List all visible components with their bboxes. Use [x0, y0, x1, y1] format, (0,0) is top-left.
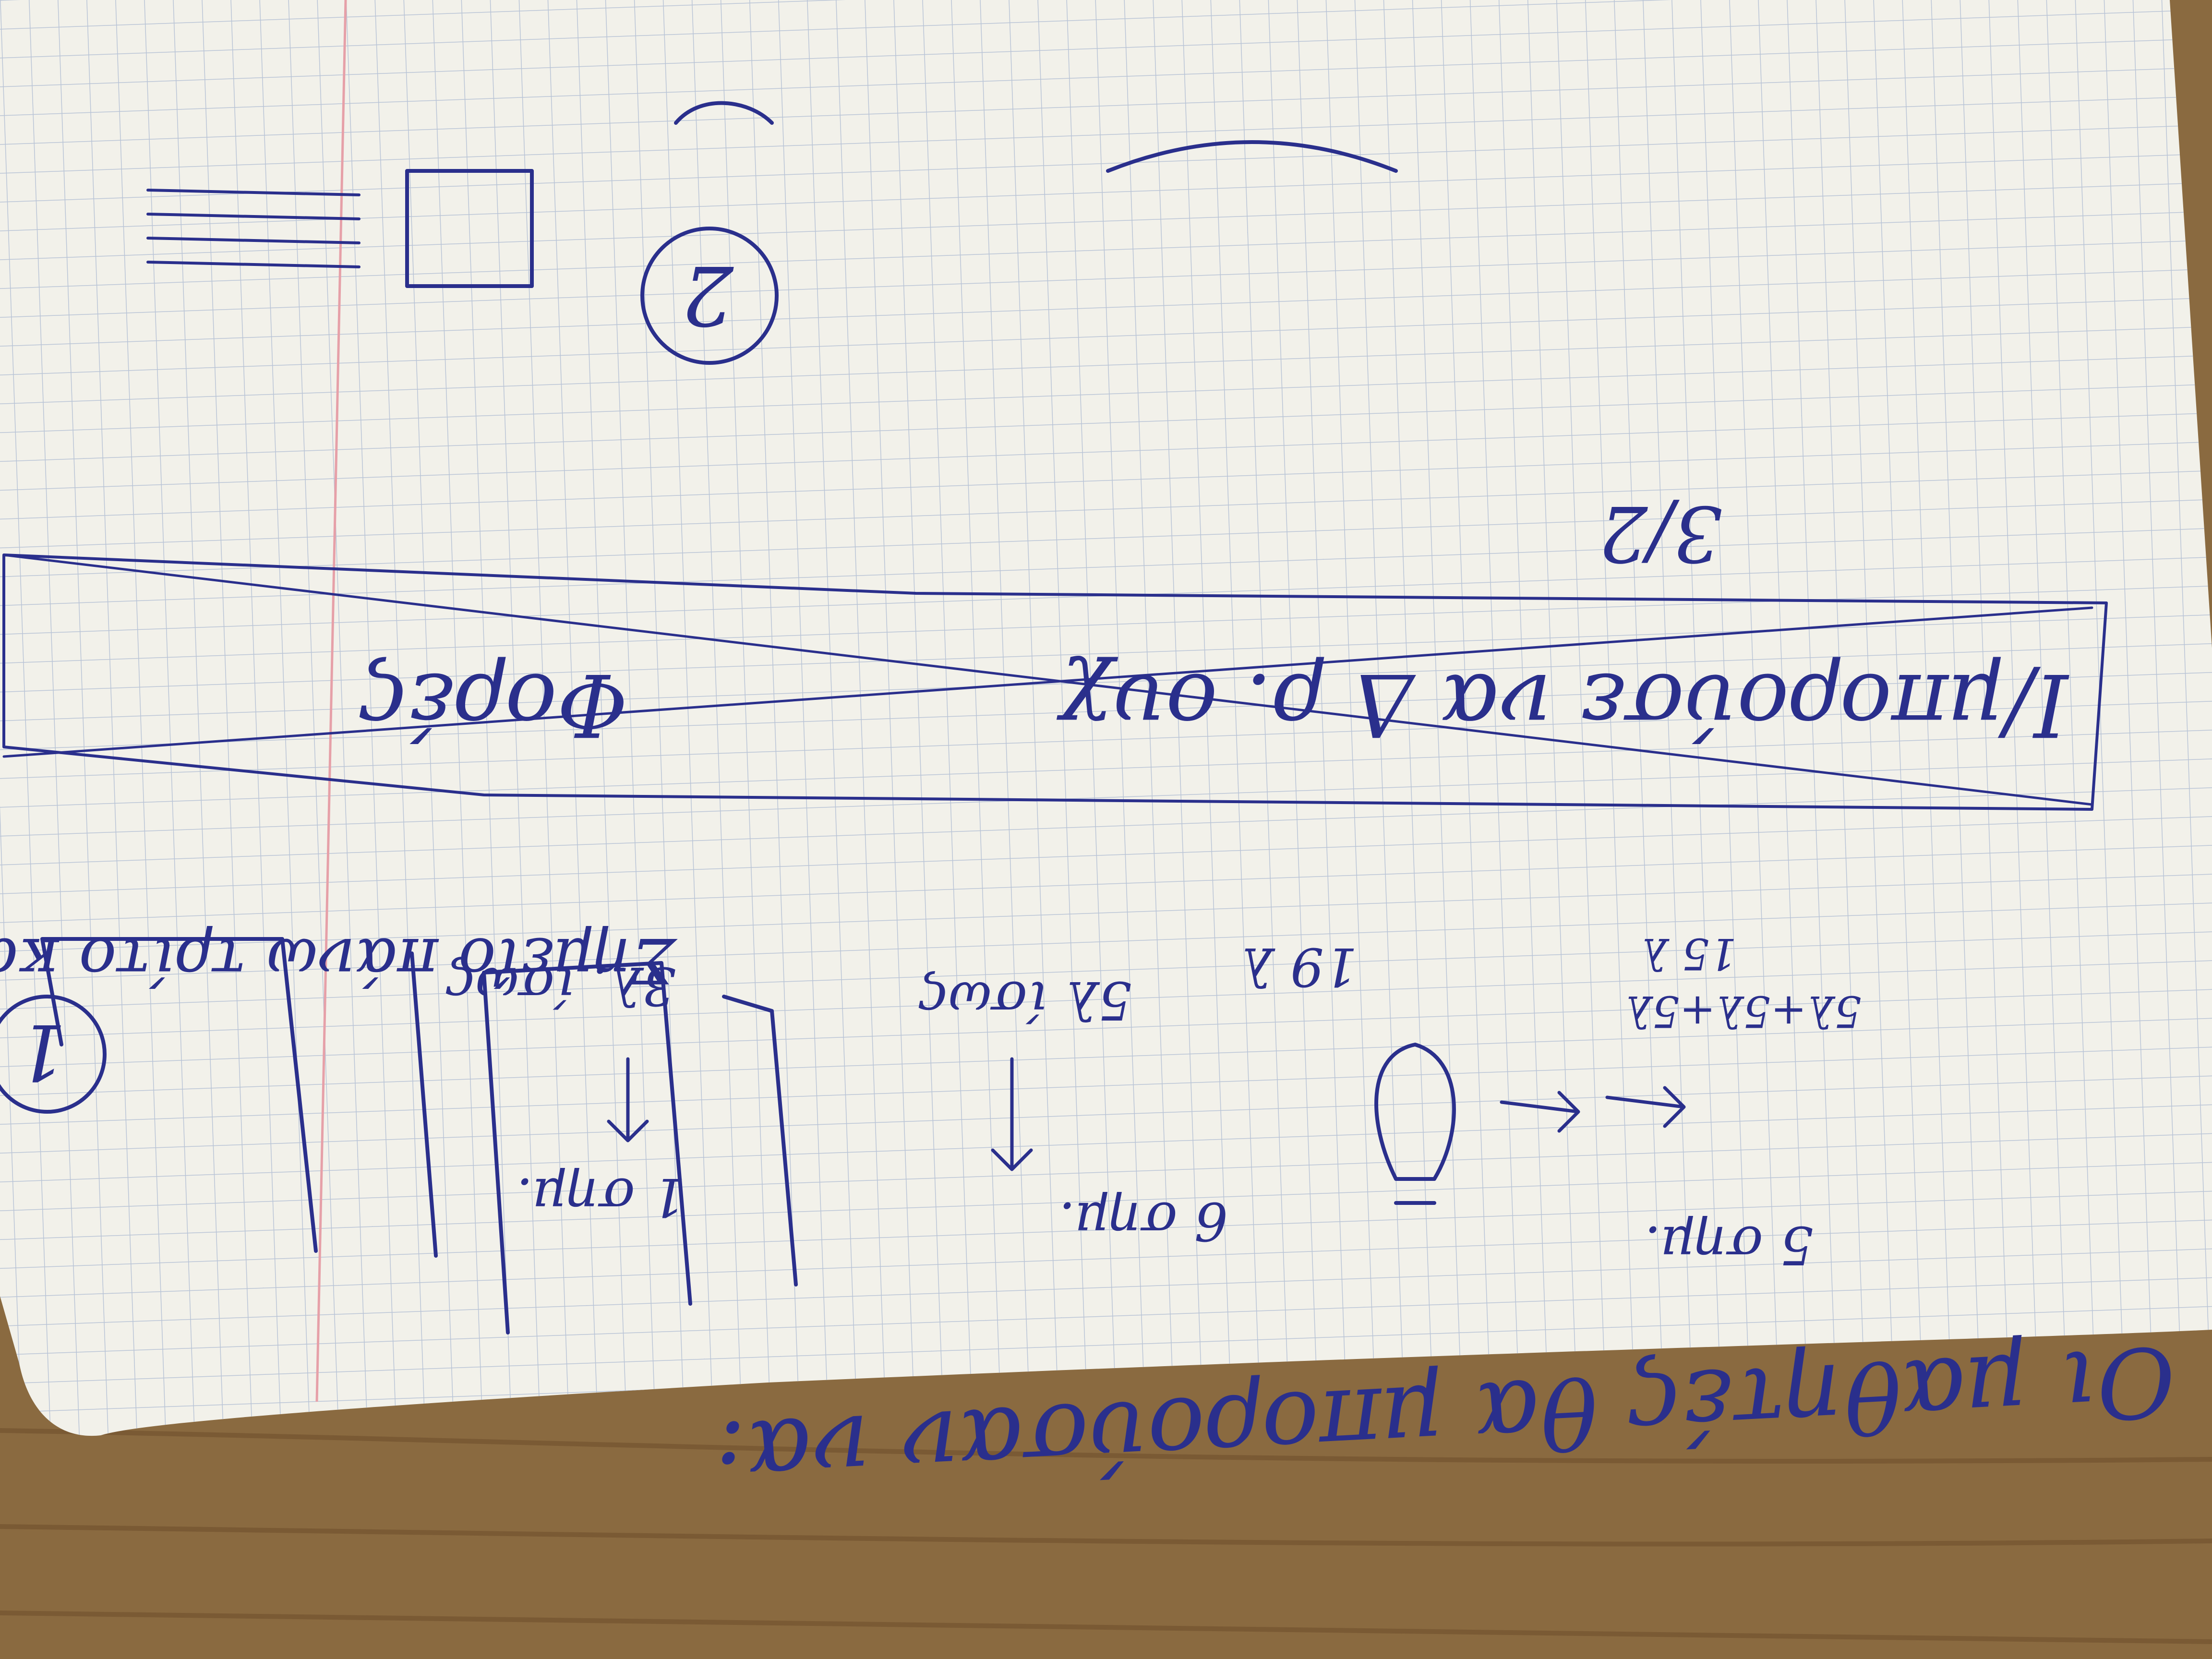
- section-2-circle: [640, 227, 779, 365]
- section-2-shape: [1106, 140, 1398, 173]
- col3-bottom: 5 σημ.: [1645, 1214, 1814, 1276]
- col1-bottom: 1 σημ.: [517, 1166, 685, 1228]
- margin-line: [315, 0, 347, 1402]
- bulb-sketch: [1374, 1043, 1456, 1205]
- crossed-line1: Ι/μπορούσε να Δ ρ. ουχ: [1057, 654, 2069, 755]
- col3-top: 5λ ίσως: [918, 970, 1132, 1031]
- arrow-col1: [607, 1057, 649, 1142]
- arrow-col3-side: [1500, 1091, 1580, 1133]
- crossed-line2: 3/2: [1599, 489, 1723, 578]
- section-2-number: 2: [682, 247, 734, 342]
- box-1: [482, 961, 692, 1334]
- notebook-page: [0, 0, 2212, 1436]
- crossed-out-block: Ι/μπορούσε να Δ ρ. ουχ Φορές 3/2: [2, 489, 2108, 811]
- arrow-col3: [991, 1057, 1033, 1171]
- section-2-hatch: [146, 189, 361, 268]
- col1-top: 3λ. ίσως: [445, 955, 676, 1017]
- box-3: [40, 937, 318, 1253]
- col3-mid: 5λ+5λ+5λ: [1624, 986, 1862, 1036]
- col2-bottom: 6 σημ.: [1059, 1190, 1228, 1252]
- wood-grain: [0, 1428, 2212, 1644]
- col3-mid2: 15 λ: [1641, 928, 1737, 979]
- section-2-corner: [674, 101, 774, 125]
- crossed-extra: Φορές: [360, 654, 628, 755]
- box-2: [410, 951, 798, 1286]
- section-2-box: [405, 169, 534, 288]
- col2-mid: 19 λ: [1240, 936, 1358, 998]
- section-1-heading: Σημείο πάνω τρίτο καλύτερα: [0, 924, 678, 997]
- section-1-circle: [0, 995, 107, 1114]
- arrow-col2: [1605, 1086, 1686, 1128]
